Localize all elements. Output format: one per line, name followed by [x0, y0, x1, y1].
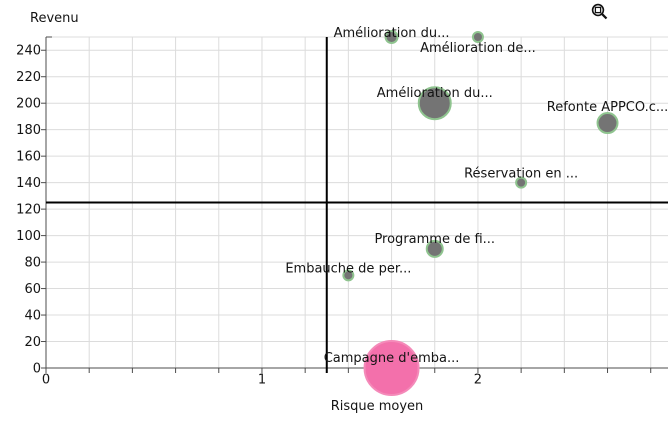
bubble-labels-layer: Amélioration du...Amélioration de...Amél… — [285, 26, 668, 366]
y-tick-label: 160 — [16, 150, 41, 165]
y-tick-label: 120 — [16, 203, 41, 218]
y-tick-label: 220 — [16, 70, 41, 85]
y-axis-title: Revenu — [30, 11, 79, 26]
y-tick-label: 180 — [16, 123, 41, 138]
x-tick-label: 0 — [42, 373, 50, 388]
x-tick-label: 1 — [258, 373, 266, 388]
y-tick-label: 20 — [24, 335, 41, 350]
bubble-label: Réservation en ... — [464, 167, 578, 182]
y-tick-label: 40 — [24, 309, 41, 324]
chart-bubble[interactable] — [515, 176, 528, 189]
bubble-label: Programme de fi... — [374, 232, 495, 247]
bubbles-layer — [342, 30, 619, 396]
axes-layer — [41, 36, 668, 373]
quadrant-lines-layer — [46, 37, 668, 373]
bubble-label: Amélioration du... — [377, 86, 493, 101]
chart-bubble[interactable] — [471, 31, 484, 43]
bubble-label: Amélioration de... — [420, 41, 536, 56]
chart-bubble[interactable] — [417, 86, 452, 121]
bubble-label: Embauche de per... — [285, 261, 411, 276]
chart-bubble[interactable] — [384, 30, 399, 44]
y-tick-label: 240 — [16, 44, 41, 59]
chart-bubble[interactable] — [425, 239, 444, 258]
chart-bubble[interactable] — [596, 112, 619, 135]
bubble-label: Campagne d'emba... — [324, 351, 460, 366]
y-tick-label: 100 — [16, 229, 41, 244]
y-tick-label: 0 — [33, 362, 41, 377]
chart-bubble[interactable] — [363, 340, 420, 396]
y-tick-label: 60 — [24, 282, 41, 297]
bubble-label: Amélioration du... — [334, 26, 450, 41]
x-tick-label: 2 — [474, 373, 482, 388]
x-axis-title: Risque moyen — [331, 399, 424, 414]
y-tick-label: 80 — [24, 256, 41, 271]
y-tick-label: 140 — [16, 176, 41, 191]
zoom-icon[interactable] — [590, 2, 610, 22]
chart-bubble[interactable] — [342, 269, 355, 282]
y-tick-label: 200 — [16, 97, 41, 112]
bubble-label: Refonte APPCO.c... — [547, 100, 668, 115]
